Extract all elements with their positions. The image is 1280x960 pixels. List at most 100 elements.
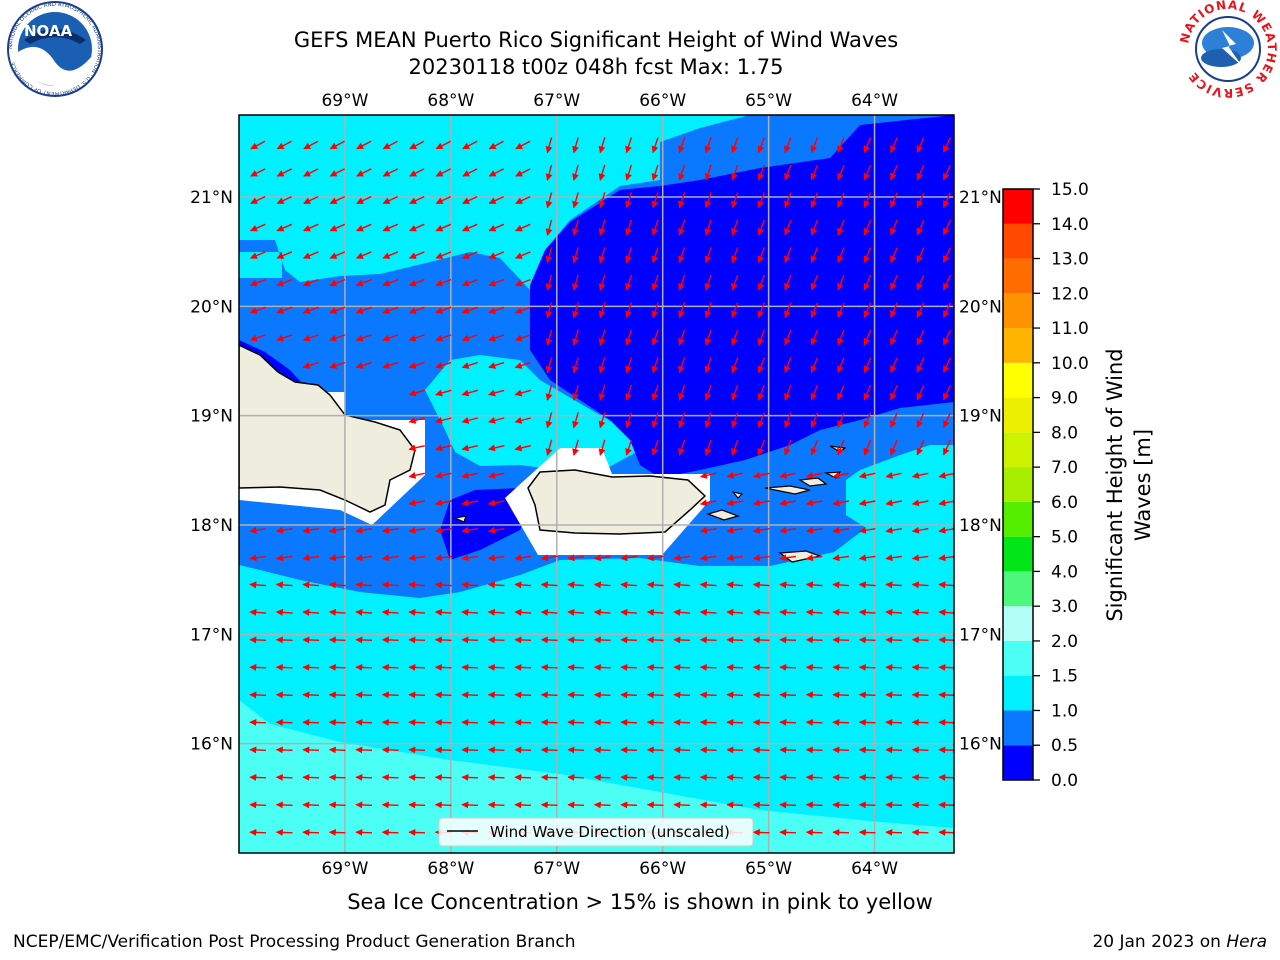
- wave-arrow: [408, 554, 425, 562]
- wave-arrow: [461, 801, 479, 809]
- wave-arrow: [731, 274, 739, 291]
- wave-arrow: [832, 691, 850, 699]
- colorbar-swatch-top: [1003, 189, 1033, 224]
- wave-arrow: [673, 746, 691, 754]
- lat-tick-left-0: 21°N: [190, 188, 233, 208]
- wave-arrow: [832, 554, 849, 562]
- lon-tick-top-4: 65°W: [745, 91, 792, 111]
- wave-arrow: [620, 636, 638, 644]
- wave-arrow: [275, 663, 293, 671]
- wave-arrow: [514, 773, 532, 781]
- wave-arrow: [249, 334, 266, 342]
- wave-arrow: [837, 384, 845, 401]
- wave-arrow: [381, 608, 399, 616]
- wave-arrow: [784, 384, 792, 401]
- wave-arrow: [885, 718, 903, 726]
- wave-arrow: [408, 306, 425, 314]
- lon-tick-bottom-1: 68°W: [427, 859, 474, 879]
- wave-arrow: [302, 251, 319, 259]
- wave-arrow: [540, 663, 558, 671]
- wave-arrow: [757, 137, 765, 154]
- wave-arrow: [885, 581, 903, 589]
- wave-arrow: [598, 247, 606, 264]
- colorbar-swatch-2: [1003, 675, 1033, 711]
- wave-arrow: [885, 636, 903, 644]
- wave-arrow: [567, 718, 585, 726]
- wave-arrow: [249, 691, 267, 699]
- wave-arrow: [487, 691, 505, 699]
- wave-arrow: [942, 412, 952, 428]
- wave-arrow: [409, 195, 425, 205]
- wave-arrow: [916, 219, 925, 236]
- wave-arrow: [916, 274, 925, 291]
- wave-arrow: [329, 140, 345, 150]
- wave-arrow: [810, 329, 819, 346]
- wave-arrow: [673, 554, 690, 562]
- wave-arrow: [916, 439, 925, 456]
- wave-arrow: [784, 302, 792, 319]
- wave-arrow: [567, 801, 585, 809]
- wave-arrow: [249, 718, 267, 726]
- wave-arrow: [461, 773, 479, 781]
- wave-arrow: [752, 554, 770, 562]
- longitude-ticks-bottom: 69°W 68°W 67°W 66°W 65°W 64°W: [321, 859, 898, 879]
- wave-arrow: [461, 389, 478, 397]
- wave-arrow: [328, 828, 346, 836]
- wave-direction-arrows: [249, 137, 954, 836]
- wave-arrow: [678, 192, 686, 209]
- wave-arrow: [646, 581, 664, 589]
- wave-arrow: [757, 412, 765, 429]
- wave-arrow: [329, 251, 346, 259]
- wave-arrow: [514, 801, 532, 809]
- wave-arrow: [593, 581, 611, 589]
- wave-arrow: [514, 361, 531, 369]
- wave-arrow: [598, 192, 606, 209]
- wave-arrow: [704, 384, 712, 401]
- wave-arrow: [779, 636, 797, 644]
- wave-arrow: [752, 801, 770, 809]
- puerto-rico-landmass: [527, 469, 707, 535]
- lon-tick-bottom-3: 66°W: [639, 859, 686, 879]
- wave-arrow: [462, 140, 478, 150]
- wave-arrow: [863, 137, 872, 154]
- wave-arrow: [408, 828, 426, 836]
- wave-arrow: [832, 663, 850, 671]
- wave-arrow: [302, 306, 319, 314]
- wave-arrow: [328, 581, 346, 589]
- wave-arrow: [625, 439, 633, 456]
- wave-arrow: [275, 773, 293, 781]
- wave-arrow: [598, 274, 606, 291]
- wave-arrow: [382, 278, 399, 287]
- wave-arrow: [275, 746, 293, 754]
- wave-arrow: [810, 219, 819, 236]
- wave-arrow: [810, 137, 819, 154]
- wave-arrow: [435, 195, 451, 205]
- wave-arrow: [938, 801, 954, 809]
- wave-arrow: [382, 251, 399, 259]
- wave-arrow: [911, 663, 929, 671]
- footer-host: Hera: [1226, 932, 1267, 952]
- wave-arrow: [249, 828, 267, 836]
- wave-arrow: [329, 278, 346, 287]
- wave-arrow: [678, 219, 686, 236]
- lon-tick-bottom-4: 65°W: [745, 859, 792, 879]
- wave-arrow: [409, 140, 425, 150]
- wave-arrow: [726, 471, 743, 479]
- wave-arrow: [540, 773, 558, 781]
- wave-arrow: [461, 361, 478, 369]
- wave-arrow: [858, 663, 876, 671]
- wave-arrow: [598, 329, 606, 346]
- band-0-0-to-0-5: [530, 115, 954, 478]
- colorbar-tick-label-2: 1.0: [1051, 701, 1078, 721]
- wave-arrow: [678, 357, 686, 374]
- colorbar-tick-label-16: 14.0: [1051, 215, 1089, 235]
- wave-arrow: [408, 718, 426, 726]
- wave-arrow: [704, 357, 712, 374]
- wave-arrow: [435, 223, 452, 232]
- wave-arrow: [673, 581, 691, 589]
- wave-arrow: [515, 195, 531, 205]
- wave-arrow: [779, 554, 796, 562]
- wave-arrow: [938, 718, 954, 726]
- colorbar-swatch-5: [1003, 571, 1033, 607]
- colorbar-tick-label-0: 0.0: [1051, 771, 1078, 791]
